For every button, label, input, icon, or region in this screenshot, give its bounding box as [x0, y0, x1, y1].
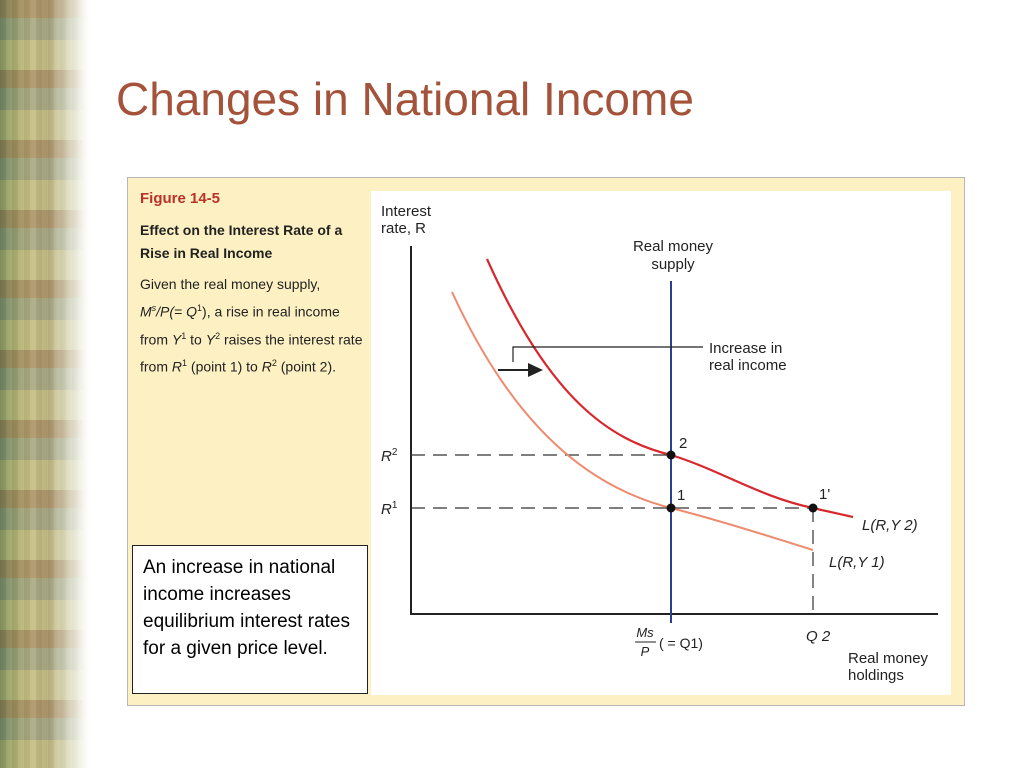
money-demand-curve-y2: [485, 258, 854, 519]
y-axis-label-line2: rate, R: [381, 220, 426, 237]
point-1-prime: [808, 503, 818, 513]
ms-tick-numerator: Ms: [636, 625, 654, 640]
arrow-head-icon: [528, 363, 543, 377]
figure-description: Given the real money supply, Ms/P(= Q1),…: [140, 276, 363, 375]
supply-label-line2: supply: [651, 256, 695, 273]
point-2-label: 2: [679, 435, 687, 452]
arrow-label-line1: Increase in: [709, 340, 782, 357]
equilibrium-point-1: [666, 503, 676, 513]
money-demand-curve-y1: [451, 291, 814, 551]
supply-label-line1: Real money: [633, 238, 714, 255]
equilibrium-point-2: [666, 450, 676, 460]
x-axis-label-line2: holdings: [848, 667, 904, 684]
figure-number: Figure 14-5: [140, 190, 221, 207]
plot-area: [371, 191, 951, 695]
r2-tick-label: R2: [381, 447, 398, 465]
x-axis-label-line1: Real money: [848, 650, 929, 667]
point-1-prime-label: 1': [819, 486, 830, 503]
callout-box: An increase in national income increases…: [132, 545, 368, 694]
arrow-label-line2: real income: [709, 357, 787, 374]
q2-tick-label: Q 2: [806, 628, 831, 645]
y-axis-label-line1: Interest: [381, 203, 432, 220]
callout-text: An increase in national income increases…: [143, 557, 350, 659]
ms-tick-denominator: P: [641, 644, 650, 659]
ms-tick-equals: ( = Q1): [659, 635, 703, 651]
increase-leader-line: [512, 346, 703, 362]
decorative-photo-strip: [0, 0, 90, 768]
curve-y2-label: L(R,Y 2): [862, 517, 918, 534]
curve-y1-label: L(R,Y 1): [829, 554, 885, 571]
point-1-label: 1: [677, 487, 685, 504]
figure-title: Effect on the Interest Rate of a Rise in…: [140, 222, 343, 261]
r1-tick-label: R1: [381, 500, 398, 518]
slide-title: Changes in National Income: [116, 73, 694, 125]
